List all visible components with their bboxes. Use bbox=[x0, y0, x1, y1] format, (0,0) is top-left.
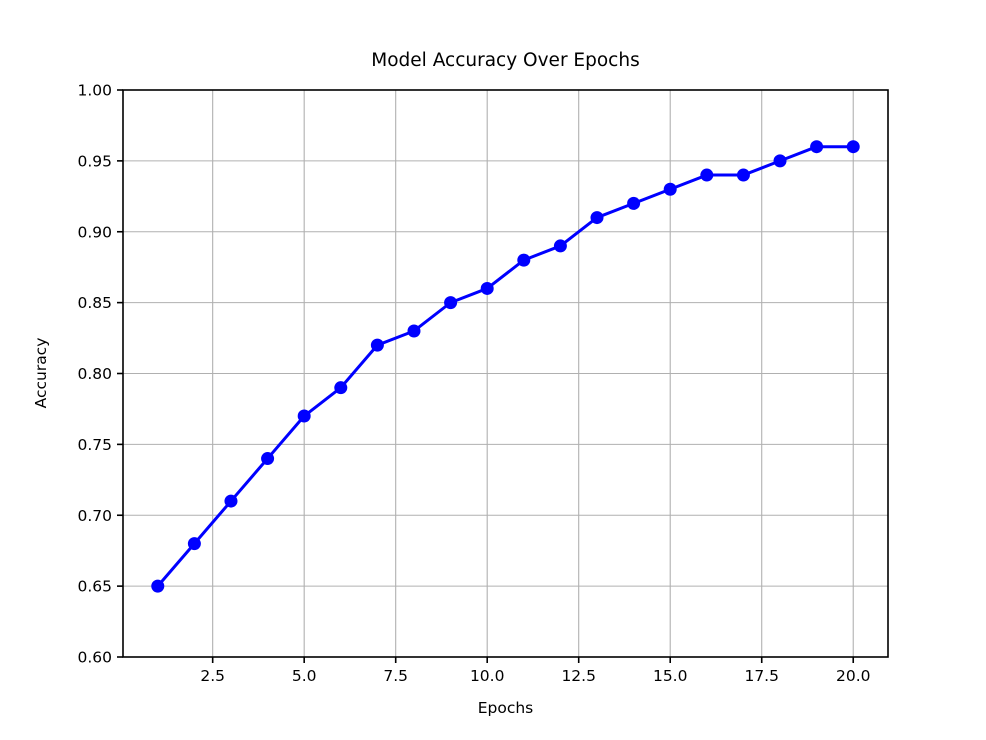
data-point-marker bbox=[810, 140, 824, 154]
accuracy-line bbox=[156, 145, 855, 588]
data-point-marker bbox=[736, 168, 750, 182]
data-point-marker bbox=[846, 140, 860, 154]
x-tick-label: 12.5 bbox=[561, 667, 596, 685]
x-tick-label: 20.0 bbox=[836, 667, 871, 685]
data-point-marker bbox=[297, 409, 311, 423]
data-point-marker bbox=[370, 338, 384, 352]
data-point-marker bbox=[663, 182, 677, 196]
data-point-marker bbox=[224, 494, 238, 508]
data-point-marker bbox=[590, 211, 604, 225]
x-tick-label: 17.5 bbox=[744, 667, 779, 685]
y-tick-label: 0.90 bbox=[77, 223, 112, 241]
data-point-marker bbox=[334, 381, 348, 395]
x-tick-label: 2.5 bbox=[200, 667, 225, 685]
y-tick-label: 0.65 bbox=[77, 578, 112, 596]
data-point-marker bbox=[151, 579, 165, 593]
data-point-marker bbox=[407, 324, 421, 338]
data-point-marker bbox=[627, 196, 641, 210]
data-point-marker bbox=[773, 154, 787, 168]
data-point-marker bbox=[187, 537, 201, 551]
chart-title: Model Accuracy Over Epochs bbox=[371, 50, 640, 71]
x-tick-label: 5.0 bbox=[292, 667, 317, 685]
data-point-marker bbox=[444, 296, 458, 310]
x-tick-label: 10.0 bbox=[470, 667, 505, 685]
x-tick-label: 15.0 bbox=[653, 667, 688, 685]
y-tick-label: 0.85 bbox=[77, 294, 112, 312]
x-tick-label: 7.5 bbox=[383, 667, 408, 685]
data-point-marker bbox=[553, 239, 567, 253]
y-tick-label: 1.00 bbox=[77, 82, 112, 100]
data-point-marker bbox=[700, 168, 714, 182]
data-point-marker bbox=[261, 452, 275, 466]
data-point-marker bbox=[480, 281, 494, 295]
y-tick-label: 0.70 bbox=[77, 507, 112, 525]
y-tick-label: 0.60 bbox=[77, 649, 112, 667]
x-axis-label: Epochs bbox=[477, 699, 534, 717]
y-tick-label: 0.95 bbox=[77, 152, 112, 170]
y-tick-label: 0.80 bbox=[77, 365, 112, 383]
data-point-marker bbox=[517, 253, 531, 267]
y-tick-label: 0.75 bbox=[77, 436, 112, 454]
